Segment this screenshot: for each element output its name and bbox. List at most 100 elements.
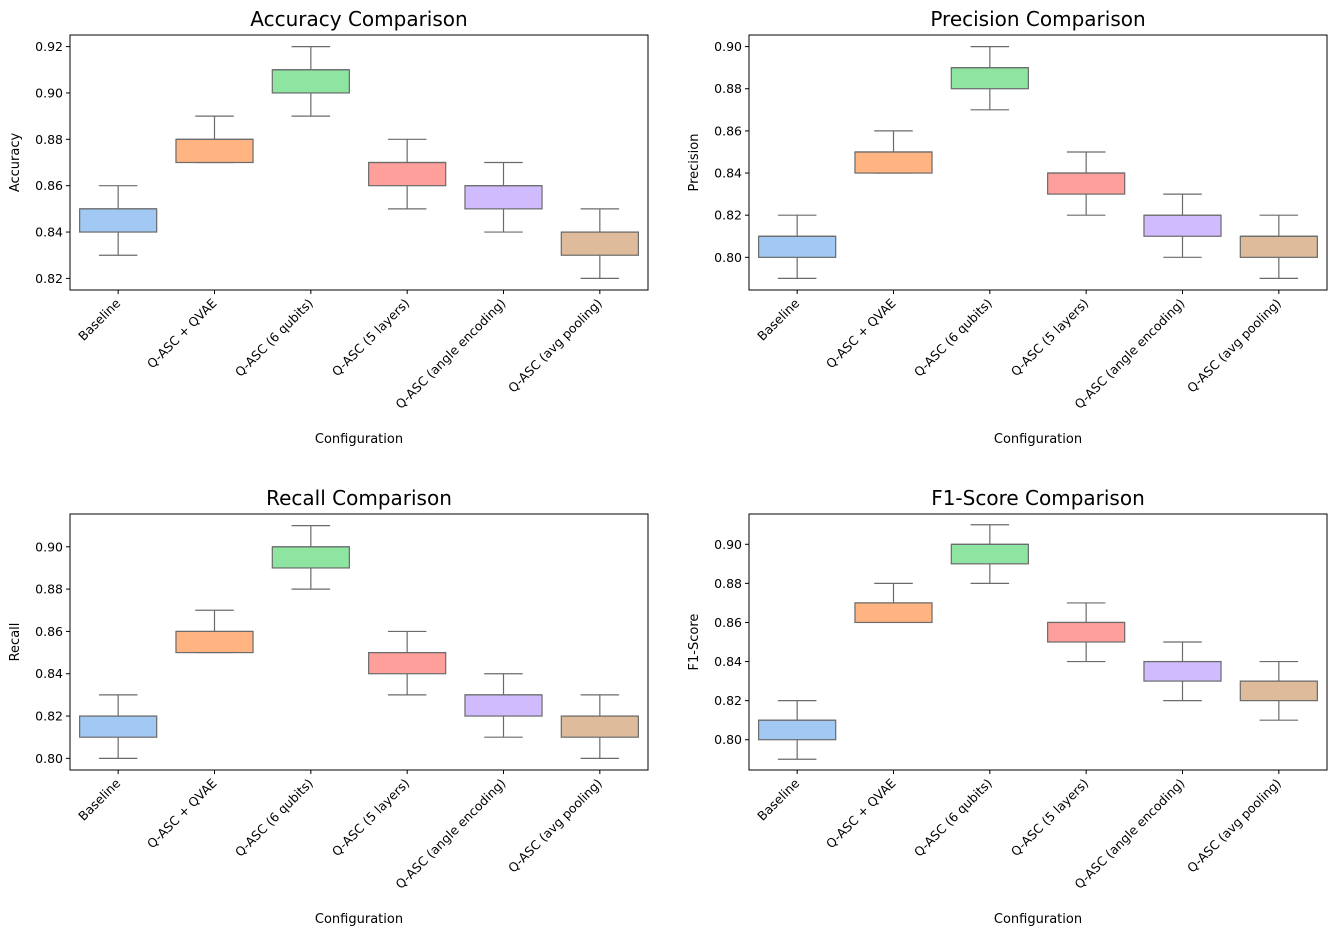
iqr-box <box>368 161 447 187</box>
precision-ytick-label: 0.84 <box>714 166 742 181</box>
precision-panel: Precision Comparison 0.80 0.82 0.84 0.86 0.88… <box>687 7 1328 447</box>
f1-score-ytick-label: 0.84 <box>714 654 742 669</box>
precision-chart-title: Precision Comparison <box>930 7 1145 31</box>
recall-ytick-label: 0.90 <box>35 539 63 554</box>
accuracy-xtick-label: Baseline <box>75 295 123 343</box>
accuracy-box-q-asc-5-layers <box>368 138 447 210</box>
accuracy-box-q-asc-avg-pooling <box>560 208 639 280</box>
recall-xtick-label: Baseline <box>75 775 123 823</box>
accuracy-xtick-label: Q-ASC (6 qubits) <box>232 296 316 380</box>
accuracy-chart-title: Accuracy Comparison <box>250 7 467 31</box>
iqr-box <box>560 231 639 256</box>
precision-box-q-asc-avg-pooling <box>1239 214 1318 280</box>
precision-xtick-label: Q-ASC (avg pooling) <box>1184 296 1284 396</box>
accuracy-xtick-label: Q-ASC (angle encoding) <box>392 296 508 412</box>
precision-xtick-label: Q-ASC + QVAE <box>823 295 899 371</box>
recall-panel: Recall Comparison 0.80 0.82 0.84 0.86 0.88 0.9… <box>8 486 649 927</box>
recall-xtick-label: Q-ASC (6 qubits) <box>232 776 316 860</box>
f1-score-xtick-label: Q-ASC (6 qubits) <box>911 776 995 860</box>
iqr-box <box>1239 680 1318 702</box>
f1-score-box-q-asc-angle-encoding <box>1143 641 1222 702</box>
f1-score-box-baseline <box>758 700 837 760</box>
iqr-box <box>1239 235 1318 258</box>
f1-score-xtick-label: Q-ASC (angle encoding) <box>1071 776 1187 892</box>
f1-score-ytick-label: 0.90 <box>714 537 742 552</box>
f1-score-ytick-label: 0.82 <box>714 693 742 708</box>
recall-ytick-label: 0.80 <box>35 751 63 766</box>
accuracy-xtick-label: Q-ASC (avg pooling) <box>505 296 605 396</box>
accuracy-ytick-label: 0.84 <box>35 225 63 240</box>
f1-score-ytick-label: 0.86 <box>714 615 742 630</box>
f1-score-box-q-asc-5-layers <box>1047 602 1126 663</box>
precision-ytick-label: 0.82 <box>714 208 742 223</box>
precision-ytick-label: 0.80 <box>714 250 742 265</box>
precision-box-q-asc-qvae <box>854 130 933 174</box>
precision-xtick-label: Baseline <box>754 295 802 343</box>
iqr-box <box>854 602 933 624</box>
accuracy-xtick-label: Q-ASC + QVAE <box>144 295 220 371</box>
iqr-box <box>175 138 254 164</box>
iqr-box <box>560 715 639 738</box>
recall-x-axis-label: Configuration <box>315 912 403 927</box>
f1-score-ytick-label: 0.80 <box>714 732 742 747</box>
iqr-box <box>79 208 158 233</box>
iqr-box <box>271 69 350 94</box>
f1-score-xtick-label: Q-ASC + QVAE <box>823 775 899 851</box>
recall-chart-title: Recall Comparison <box>266 486 452 510</box>
precision-y-axis-label: Precision <box>687 133 702 191</box>
recall-ytick-label: 0.86 <box>35 624 63 639</box>
accuracy-x-axis-label: Configuration <box>315 432 403 447</box>
f1-score-y-axis-label: F1-Score <box>687 614 702 671</box>
accuracy-axes-frame <box>69 34 649 291</box>
recall-xtick-label: Q-ASC (avg pooling) <box>505 776 605 876</box>
f1-score-xtick-label: Baseline <box>754 775 802 823</box>
precision-xtick-label: Q-ASC (6 qubits) <box>911 296 995 380</box>
precision-x-axis-label: Configuration <box>994 432 1082 447</box>
recall-box-q-asc-6-qubits <box>271 525 350 590</box>
f1-score-panel: F1-Score Comparison 0.80 0.82 0.84 0.86 0.88 0… <box>687 486 1328 927</box>
iqr-box <box>854 151 933 174</box>
accuracy-box-q-asc-6-qubits <box>271 45 350 117</box>
iqr-box <box>758 719 837 741</box>
iqr-box <box>1143 214 1222 237</box>
iqr-box <box>758 235 837 258</box>
recall-box-q-asc-angle-encoding <box>464 673 543 738</box>
iqr-box <box>950 543 1029 565</box>
recall-box-q-asc-qvae <box>175 609 254 654</box>
precision-xtick-label: Q-ASC (angle encoding) <box>1071 296 1187 412</box>
f1-score-xtick-label: Q-ASC (avg pooling) <box>1184 776 1284 876</box>
accuracy-panel: Accuracy Comparison 0.82 0.84 0.86 0.88 0.90 0… <box>8 7 649 447</box>
accuracy-ytick-label: 0.92 <box>35 39 63 54</box>
recall-box-baseline <box>79 694 158 759</box>
f1-score-box-q-asc-qvae <box>854 582 933 624</box>
recall-xtick-label: Q-ASC (angle encoding) <box>392 776 508 892</box>
recall-axes-frame <box>69 513 649 771</box>
recall-ytick-label: 0.88 <box>35 582 63 597</box>
precision-ytick-label: 0.86 <box>714 123 742 138</box>
accuracy-ytick-label: 0.88 <box>35 132 63 147</box>
accuracy-box-q-asc-qvae <box>175 115 254 164</box>
iqr-box <box>79 715 158 738</box>
f1-score-ytick-label: 0.88 <box>714 576 742 591</box>
f1-score-chart-title: F1-Score Comparison <box>931 486 1145 510</box>
recall-ytick-label: 0.84 <box>35 666 63 681</box>
recall-xtick-label: Q-ASC + QVAE <box>144 775 220 851</box>
precision-xtick-label: Q-ASC (5 layers) <box>1008 296 1092 380</box>
iqr-box <box>368 651 447 675</box>
iqr-box <box>1143 660 1222 682</box>
accuracy-box-baseline <box>79 185 158 256</box>
iqr-box <box>1047 621 1126 643</box>
iqr-box <box>464 694 543 717</box>
recall-xtick-label: Q-ASC (5 layers) <box>329 776 413 860</box>
precision-ytick-label: 0.90 <box>714 39 742 54</box>
recall-ytick-label: 0.82 <box>35 709 63 724</box>
iqr-box <box>271 546 350 569</box>
accuracy-ytick-label: 0.86 <box>35 178 63 193</box>
f1-score-xtick-label: Q-ASC (5 layers) <box>1008 776 1092 860</box>
precision-box-q-asc-5-layers <box>1047 151 1126 216</box>
recall-box-q-asc-5-layers <box>368 630 447 696</box>
iqr-box <box>950 67 1029 90</box>
precision-box-q-asc-6-qubits <box>950 45 1029 111</box>
accuracy-ytick-label: 0.82 <box>35 271 63 286</box>
